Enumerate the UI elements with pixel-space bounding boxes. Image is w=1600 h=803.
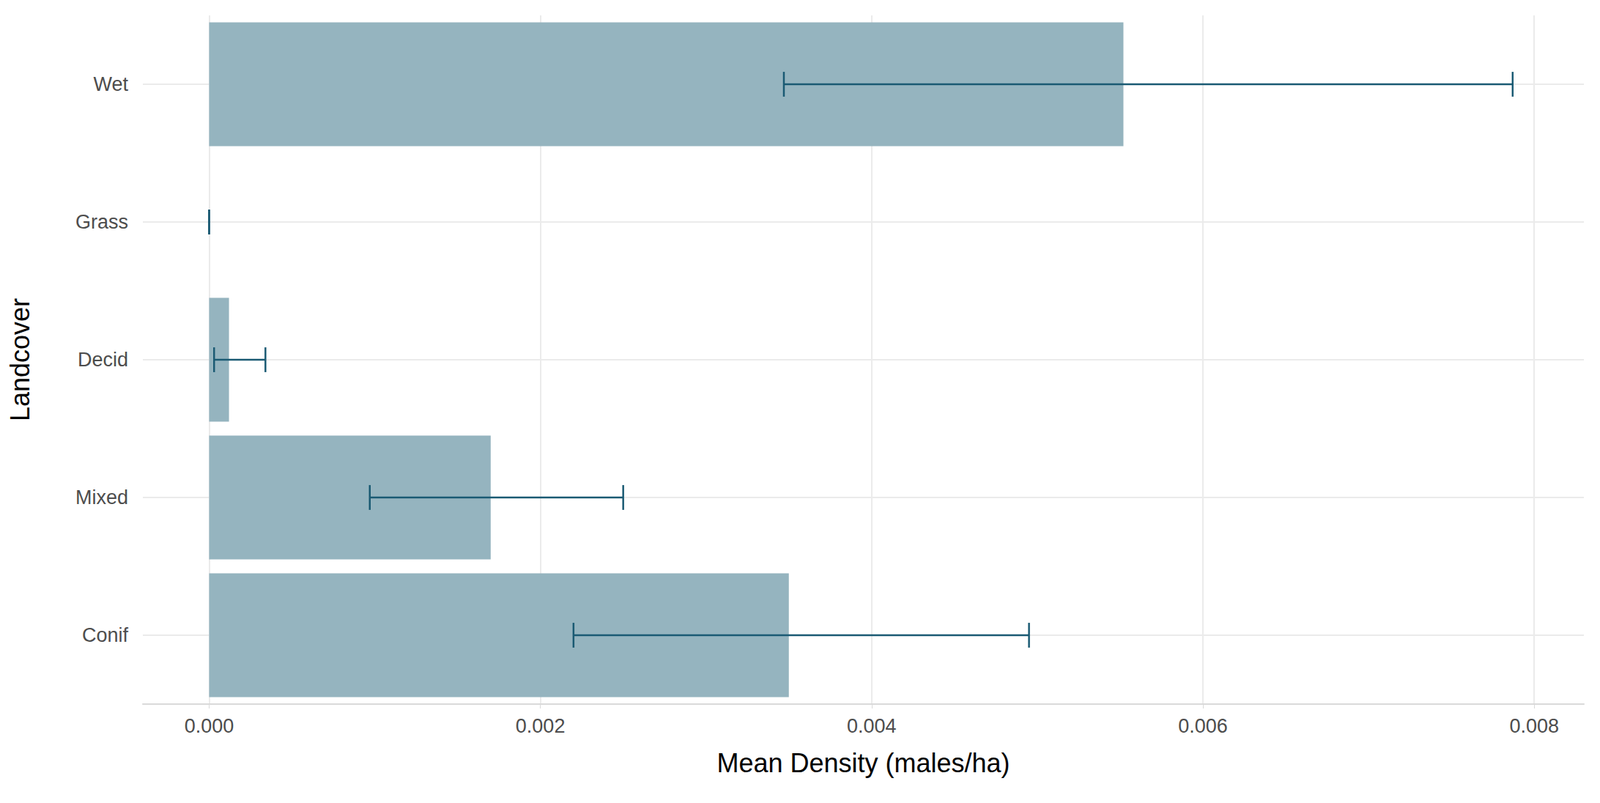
svg-text:Wet: Wet [93, 73, 129, 96]
svg-text:0.004: 0.004 [846, 715, 897, 737]
svg-text:0.000: 0.000 [184, 715, 235, 737]
svg-text:Grass: Grass [75, 210, 129, 233]
svg-text:0.006: 0.006 [1178, 715, 1228, 737]
svg-text:Conif: Conif [82, 624, 129, 647]
svg-text:0.008: 0.008 [1509, 715, 1559, 737]
svg-text:0.002: 0.002 [515, 715, 566, 737]
svg-text:Landcover: Landcover [5, 298, 36, 422]
svg-text:Mixed: Mixed [75, 486, 129, 509]
svg-text:Decid: Decid [77, 348, 129, 371]
svg-text:Mean Density (males/ha): Mean Density (males/ha) [716, 747, 1010, 779]
